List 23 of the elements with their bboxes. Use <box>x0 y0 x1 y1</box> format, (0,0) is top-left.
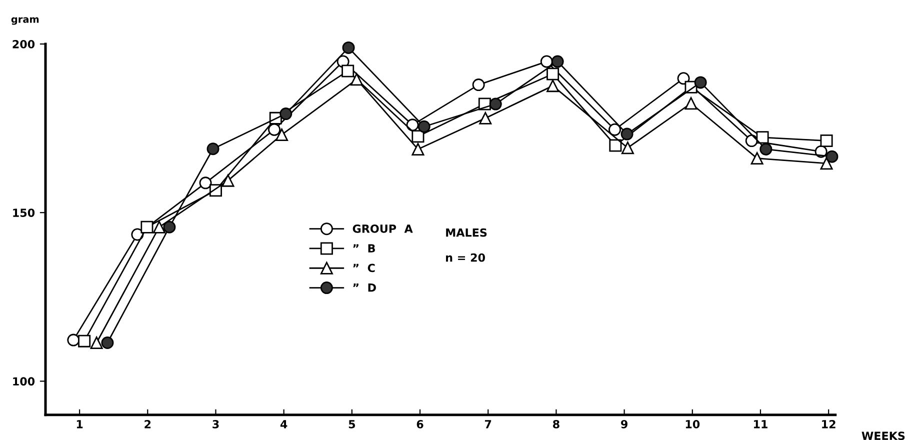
x-tick-label: 9 <box>621 420 628 428</box>
x-tick-label: 1 <box>76 420 83 428</box>
y-tick-label: 100 <box>13 377 35 386</box>
x-tick-label: 8 <box>553 420 560 428</box>
annotation: n = 20 <box>446 253 485 262</box>
y-tick-label: 200 <box>12 40 35 48</box>
annotation: MALES <box>446 228 487 237</box>
legend-label: GROUP A <box>352 224 413 233</box>
x-axis-title: WEEKS <box>862 432 905 440</box>
x-tick-label: 3 <box>212 420 219 428</box>
y-axis-title: gram <box>11 17 39 25</box>
legend-label: ” D <box>353 284 376 292</box>
x-tick-label: 12 <box>822 420 836 428</box>
legend-label: ” B <box>353 244 375 252</box>
x-tick-label: 4 <box>280 420 288 428</box>
x-tick-label: 10 <box>686 420 700 428</box>
x-tick-label: 7 <box>484 420 492 428</box>
x-tick-label: 6 <box>416 420 424 428</box>
x-tick-label: 11 <box>754 420 768 428</box>
y-tick-label: 150 <box>13 208 35 217</box>
legend-label: ” C <box>353 264 375 272</box>
x-tick-label: 2 <box>144 420 151 428</box>
x-tick-label: 5 <box>348 420 356 428</box>
